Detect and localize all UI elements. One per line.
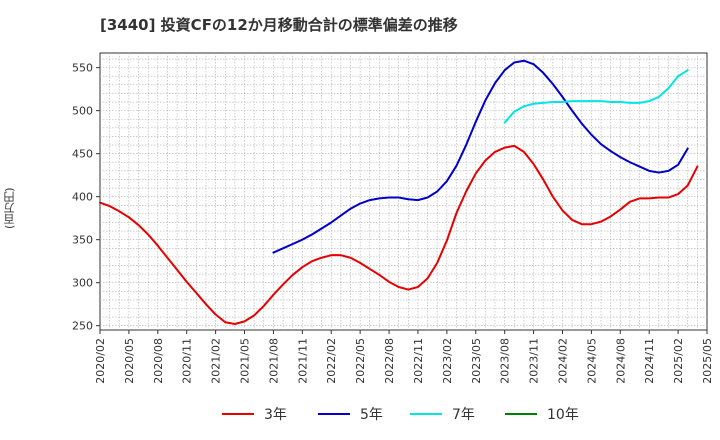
- y-tick-label: 250: [72, 320, 93, 333]
- x-tick-label: 2022/11: [412, 338, 425, 384]
- x-tick-label: 2022/02: [325, 338, 338, 384]
- legend-label: 7年: [452, 407, 475, 423]
- y-tick-label: 550: [72, 62, 93, 75]
- x-tick-label: 2025/05: [701, 338, 714, 384]
- x-tick-label: 2023/08: [499, 338, 512, 384]
- y-tick-label: 500: [72, 105, 93, 118]
- x-tick-label: 2022/05: [354, 338, 367, 384]
- x-tick-label: 2025/02: [672, 338, 685, 384]
- plot-area: [99, 52, 708, 331]
- series-line-1: [99, 144, 699, 325]
- x-tick-label: 2024/05: [585, 338, 598, 384]
- x-tick-label: 2024/08: [614, 338, 627, 384]
- x-tick-label: 2020/11: [181, 338, 194, 384]
- x-tick-label: 2022/08: [383, 338, 396, 384]
- x-tick-label: 2023/11: [528, 338, 541, 384]
- legend-label: 10年: [547, 407, 579, 423]
- grid: [100, 53, 707, 330]
- y-tick-label: 350: [72, 234, 93, 247]
- x-tick-label: 2024/02: [556, 338, 569, 384]
- x-tick-label: 2020/08: [152, 338, 165, 384]
- y-tick-label: 450: [72, 148, 93, 161]
- x-tick-label: 2021/05: [239, 338, 252, 384]
- x-tick-label: 2021/02: [210, 338, 223, 384]
- legend-label: 5年: [360, 407, 383, 423]
- chart-title: [3440] 投資CFの12か月移動合計の標準偏差の推移: [100, 16, 458, 34]
- x-tick-label: 2021/11: [296, 338, 309, 384]
- y-tick-label: 400: [72, 191, 93, 204]
- legend-label: 3年: [264, 407, 287, 423]
- x-tick-label: 2024/11: [643, 338, 656, 384]
- x-tick-label: 2023/02: [441, 338, 454, 384]
- x-tick-label: 2020/05: [123, 338, 136, 384]
- y-tick-label: 300: [72, 277, 93, 290]
- series-line-3: [503, 69, 689, 124]
- x-tick-label: 2021/08: [267, 338, 280, 384]
- x-tick-label: 2020/02: [94, 338, 107, 384]
- series-line-2: [272, 59, 689, 254]
- x-tick-label: 2023/05: [470, 338, 483, 384]
